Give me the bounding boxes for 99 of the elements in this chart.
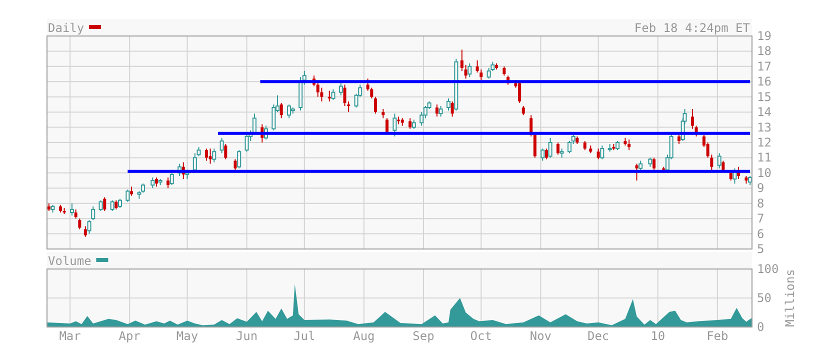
x-tick-label: Oct — [470, 329, 492, 343]
candlestick — [87, 220, 92, 234]
x-tick-label: Nov — [530, 329, 552, 343]
candlestick — [382, 108, 385, 119]
candlestick — [287, 104, 292, 119]
candlestick — [150, 176, 155, 189]
x-tick-label: Apr — [118, 329, 140, 343]
y-tick-label: 12 — [757, 136, 772, 150]
candlestick — [328, 90, 331, 102]
y-tick-label: 100 — [757, 262, 779, 276]
candlestick — [480, 68, 483, 81]
x-tick-label: Jul — [294, 329, 316, 343]
x-tick-label: May — [176, 329, 198, 343]
candlestick — [392, 113, 397, 137]
candlestick — [648, 157, 652, 168]
y-tick-label: 9 — [757, 181, 764, 196]
y-tick-label: 17 — [757, 59, 772, 74]
candlestick — [583, 140, 586, 151]
candlestick — [450, 100, 454, 118]
candlestick — [502, 66, 506, 76]
candlestick — [438, 105, 443, 118]
candlestick — [212, 148, 216, 163]
x-tick-label: Feb — [706, 329, 728, 343]
candlestick — [435, 104, 438, 118]
y-tick-label: 13 — [757, 120, 772, 134]
candlestick — [78, 218, 82, 230]
candlestick — [548, 137, 552, 158]
y-tick-label: 19 — [757, 29, 772, 43]
candlestick — [638, 160, 643, 170]
x-tick-label: Sep — [412, 329, 434, 343]
candlestick — [166, 176, 170, 189]
candlestick — [544, 148, 548, 160]
candlestick — [468, 62, 472, 78]
y-tick-label: 8 — [757, 196, 764, 210]
y-tick-label: 18 — [757, 44, 772, 58]
candlestick — [224, 144, 228, 160]
legend-label: Volume — [48, 254, 92, 268]
y-tick-label: 5 — [757, 242, 764, 256]
candlestick — [652, 157, 656, 170]
candlestick — [560, 148, 564, 158]
y-tick-label: 10 — [757, 166, 772, 180]
y-tick-label: 0 — [757, 320, 764, 334]
candlestick — [280, 102, 283, 119]
x-tick-label: Mar — [59, 329, 81, 343]
candlestick — [110, 200, 114, 212]
candlestick — [616, 140, 620, 151]
candlestick — [596, 148, 600, 160]
y-tick-label: 14 — [757, 105, 772, 120]
candlestick — [74, 208, 78, 220]
candlestick — [91, 206, 96, 221]
candlestick — [237, 150, 242, 169]
candlestick — [234, 158, 237, 172]
candlestick — [98, 200, 103, 212]
y-tick-label: 16 — [757, 74, 772, 89]
y-tick-label: 15 — [757, 90, 772, 104]
candlestick — [84, 226, 87, 238]
candlestick — [556, 142, 560, 156]
candlestick — [70, 202, 74, 216]
x-tick-label: Aug — [353, 329, 375, 343]
y-tick-label: 6 — [757, 226, 764, 241]
candlestick — [717, 152, 722, 169]
candlestick — [208, 148, 212, 164]
candlestick — [690, 108, 694, 130]
candlestick — [600, 145, 604, 160]
x-tick-label: 10 — [650, 329, 666, 343]
candlestick — [408, 118, 412, 130]
candlestick — [244, 132, 249, 152]
y-axis-title: Millions — [783, 269, 797, 327]
chart-subtitle: Feb 18 4:24pm ET — [634, 21, 750, 35]
candlestick — [316, 82, 320, 98]
candlestick — [464, 64, 468, 80]
candlestick — [522, 105, 525, 116]
candlestick — [320, 87, 324, 102]
candlestick — [460, 49, 464, 72]
candlestick — [518, 81, 522, 104]
y-tick-label: 7 — [757, 212, 764, 226]
candlestick — [635, 163, 638, 182]
candlestick — [126, 189, 130, 202]
candlestick — [204, 148, 208, 162]
candlestick — [331, 88, 336, 100]
candlestick — [412, 119, 416, 130]
candlestick — [118, 198, 122, 208]
chart-title: Daily — [48, 21, 84, 35]
candlestick — [338, 82, 343, 96]
candlestick — [130, 186, 134, 196]
candlestick — [220, 137, 224, 154]
y-tick-label: 11 — [757, 150, 772, 165]
candlestick — [196, 146, 201, 157]
x-tick-label: Dec — [587, 329, 610, 343]
candlestick — [540, 148, 545, 162]
candlestick — [114, 200, 118, 210]
candlestick — [374, 96, 377, 114]
candlestick — [628, 138, 631, 151]
x-tick-label: Jun — [236, 329, 258, 343]
candlestick — [170, 172, 174, 186]
candlestick — [103, 196, 106, 212]
candlestick — [446, 98, 450, 112]
candlestick — [154, 176, 158, 188]
y-tick-label: 50 — [757, 291, 772, 305]
